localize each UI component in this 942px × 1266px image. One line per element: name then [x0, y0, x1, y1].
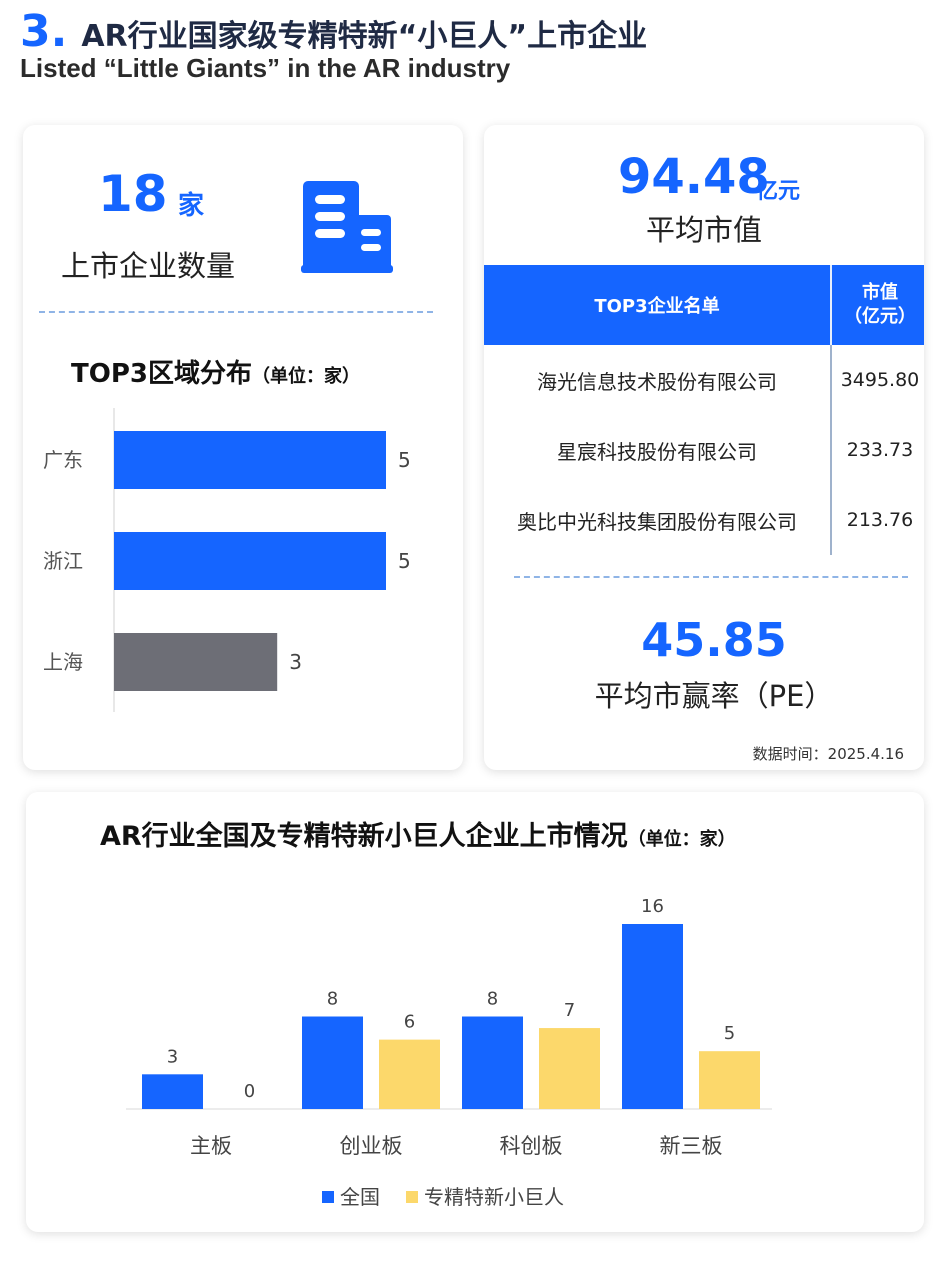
region-category-label: 浙江 [43, 549, 83, 573]
listing-value-label: 6 [404, 1012, 415, 1033]
listing-category-label: 主板 [190, 1134, 232, 1158]
company-name: 星宸科技股份有限公司 [557, 439, 757, 464]
avg-pe-label: 平均市赢率（PE） [594, 679, 834, 713]
divider [514, 576, 908, 578]
section-number: 3. [20, 6, 68, 57]
building-icon [301, 181, 393, 273]
listing-value-label: 16 [641, 896, 664, 917]
legend-label: 专精特新小巨人 [424, 1185, 564, 1209]
listing-title-unit: （单位：家） [627, 829, 736, 850]
listed-count-value: 18 [98, 165, 168, 223]
page-title: AR行业国家级专精特新“小巨人”上市企业 [81, 19, 648, 54]
listing-bar [539, 1028, 600, 1109]
listing-bar [142, 1074, 203, 1109]
legend-swatch [322, 1191, 334, 1203]
region-category-label: 上海 [43, 650, 83, 674]
region-title-unit: （单位：家） [252, 366, 360, 387]
region-value-label: 5 [398, 448, 411, 472]
page-header: 3. AR行业国家级专精特新“小巨人”上市企业 Listed “Little G… [20, 6, 647, 84]
listing-value-label: 5 [724, 1023, 735, 1044]
legend-swatch [406, 1191, 418, 1203]
listing-bar [462, 1016, 523, 1109]
col-market-value: 市值 （亿元） [830, 265, 924, 345]
legend-label: 全国 [340, 1185, 380, 1209]
header-title-row: 3. AR行业国家级专精特新“小巨人”上市企业 [20, 6, 647, 57]
table-row: 海光信息技术股份有限公司 3495.80 [484, 345, 924, 415]
listing-bar [622, 924, 683, 1109]
region-title-text: TOP3区域分布 [71, 359, 252, 389]
listed-count-unit: 家 [178, 191, 205, 221]
region-bar-chart: 广东 5 浙江 5 上海 3 [43, 408, 411, 712]
top3-company-table: TOP3企业名单 市值 （亿元） 海光信息技术股份有限公司 3495.80 星宸… [484, 265, 924, 555]
avg-mcap-unit: 亿元 [756, 179, 801, 204]
region-chart-title: TOP3区域分布（单位：家） [71, 353, 360, 390]
listing-bar [302, 1016, 363, 1109]
listing-chart-card: AR行业全国及专精特新小巨人企业上市情况（单位：家） 3 0 主板 8 6 创业板 8 7 科创… [26, 792, 924, 1232]
listing-bar [699, 1051, 760, 1109]
avg-mcap-value: 94.48 [618, 149, 770, 205]
data-date: 数据时间：2025.4.16 [752, 745, 904, 763]
listing-category-label: 新三板 [660, 1134, 723, 1158]
region-bar [114, 532, 386, 590]
table-row: 奥比中光科技集团股份有限公司 213.76 [484, 485, 924, 555]
region-category-label: 广东 [43, 448, 83, 472]
col-market-value-line2: （亿元） [844, 306, 916, 327]
company-value: 3495.80 [830, 345, 924, 415]
table-header-row: TOP3企业名单 市值 （亿元） [484, 265, 924, 345]
listed-count-card: 18 家 上市企业数量 TOP3区域分布（单位：家） 广东 5 浙江 5 上海 3 [23, 125, 463, 770]
listing-title-text: AR行业全国及专精特新小巨人企业上市情况 [100, 821, 628, 852]
listing-chart-title: AR行业全国及专精特新小巨人企业上市情况（单位：家） [100, 814, 736, 853]
listing-category-label: 科创板 [500, 1134, 563, 1158]
listing-value-label: 8 [487, 989, 498, 1010]
listing-category-label: 创业板 [340, 1134, 403, 1158]
region-value-label: 5 [398, 549, 411, 573]
region-value-label: 3 [289, 650, 302, 674]
company-value: 213.76 [830, 485, 924, 555]
listing-value-label: 3 [167, 1046, 178, 1067]
col-company-name: TOP3企业名单 [484, 265, 831, 345]
page-subtitle: Listed “Little Giants” in the AR industr… [20, 53, 511, 83]
listing-bar [379, 1039, 440, 1109]
listing-value-label: 8 [327, 989, 338, 1010]
avg-pe-value: 45.85 [641, 613, 787, 667]
listing-value-label: 7 [564, 1000, 575, 1021]
company-value: 233.73 [830, 415, 924, 485]
avg-mcap-label: 平均市值 [645, 213, 762, 247]
listing-value-label: 0 [244, 1081, 255, 1102]
col-market-value-line1: 市值 [862, 282, 898, 303]
region-bar [114, 431, 386, 489]
region-bar [114, 633, 278, 691]
company-name: 海光信息技术股份有限公司 [537, 369, 777, 394]
listed-count-label: 上市企业数量 [61, 249, 236, 283]
table-row: 星宸科技股份有限公司 233.73 [484, 415, 924, 485]
divider [39, 311, 433, 313]
company-name: 奥比中光科技集团股份有限公司 [517, 509, 797, 534]
market-cap-card: 94.48 亿元 平均市值 TOP3企业名单 市值 （亿元） 海光信息技术股份有… [484, 125, 924, 770]
